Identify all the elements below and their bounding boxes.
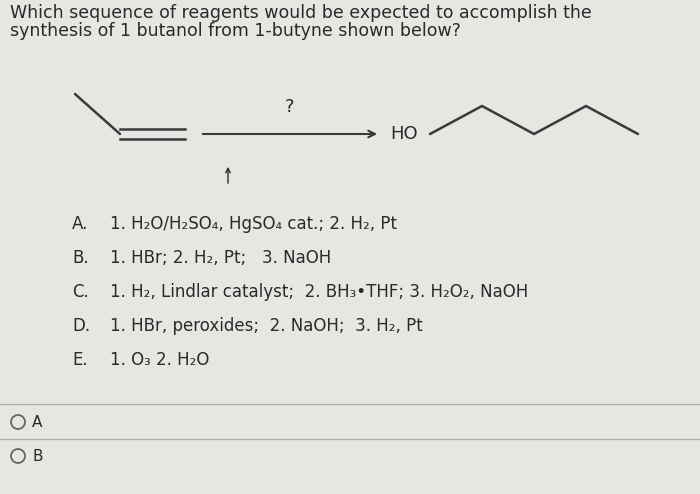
- Text: HO: HO: [390, 125, 418, 143]
- Text: A: A: [32, 414, 43, 429]
- Text: B: B: [32, 449, 43, 463]
- Text: D.: D.: [72, 317, 90, 335]
- Text: ?: ?: [286, 98, 295, 116]
- Text: E.: E.: [72, 351, 88, 369]
- Text: B.: B.: [72, 249, 89, 267]
- Text: 1. H₂, Lindlar catalyst;  2. BH₃•THF; 3. H₂O₂, NaOH: 1. H₂, Lindlar catalyst; 2. BH₃•THF; 3. …: [110, 283, 528, 301]
- Text: 1. HBr; 2. H₂, Pt;   3. NaOH: 1. HBr; 2. H₂, Pt; 3. NaOH: [110, 249, 331, 267]
- Text: synthesis of 1 butanol from 1-butyne shown below?: synthesis of 1 butanol from 1-butyne sho…: [10, 22, 461, 40]
- Text: A.: A.: [72, 215, 88, 233]
- Text: Which sequence of reagents would be expected to accomplish the: Which sequence of reagents would be expe…: [10, 4, 591, 22]
- Text: 1. O₃ 2. H₂O: 1. O₃ 2. H₂O: [110, 351, 209, 369]
- Text: 1. H₂O/H₂SO₄, HgSO₄ cat.; 2. H₂, Pt: 1. H₂O/H₂SO₄, HgSO₄ cat.; 2. H₂, Pt: [110, 215, 397, 233]
- Text: 1. HBr, peroxides;  2. NaOH;  3. H₂, Pt: 1. HBr, peroxides; 2. NaOH; 3. H₂, Pt: [110, 317, 423, 335]
- Text: C.: C.: [72, 283, 89, 301]
